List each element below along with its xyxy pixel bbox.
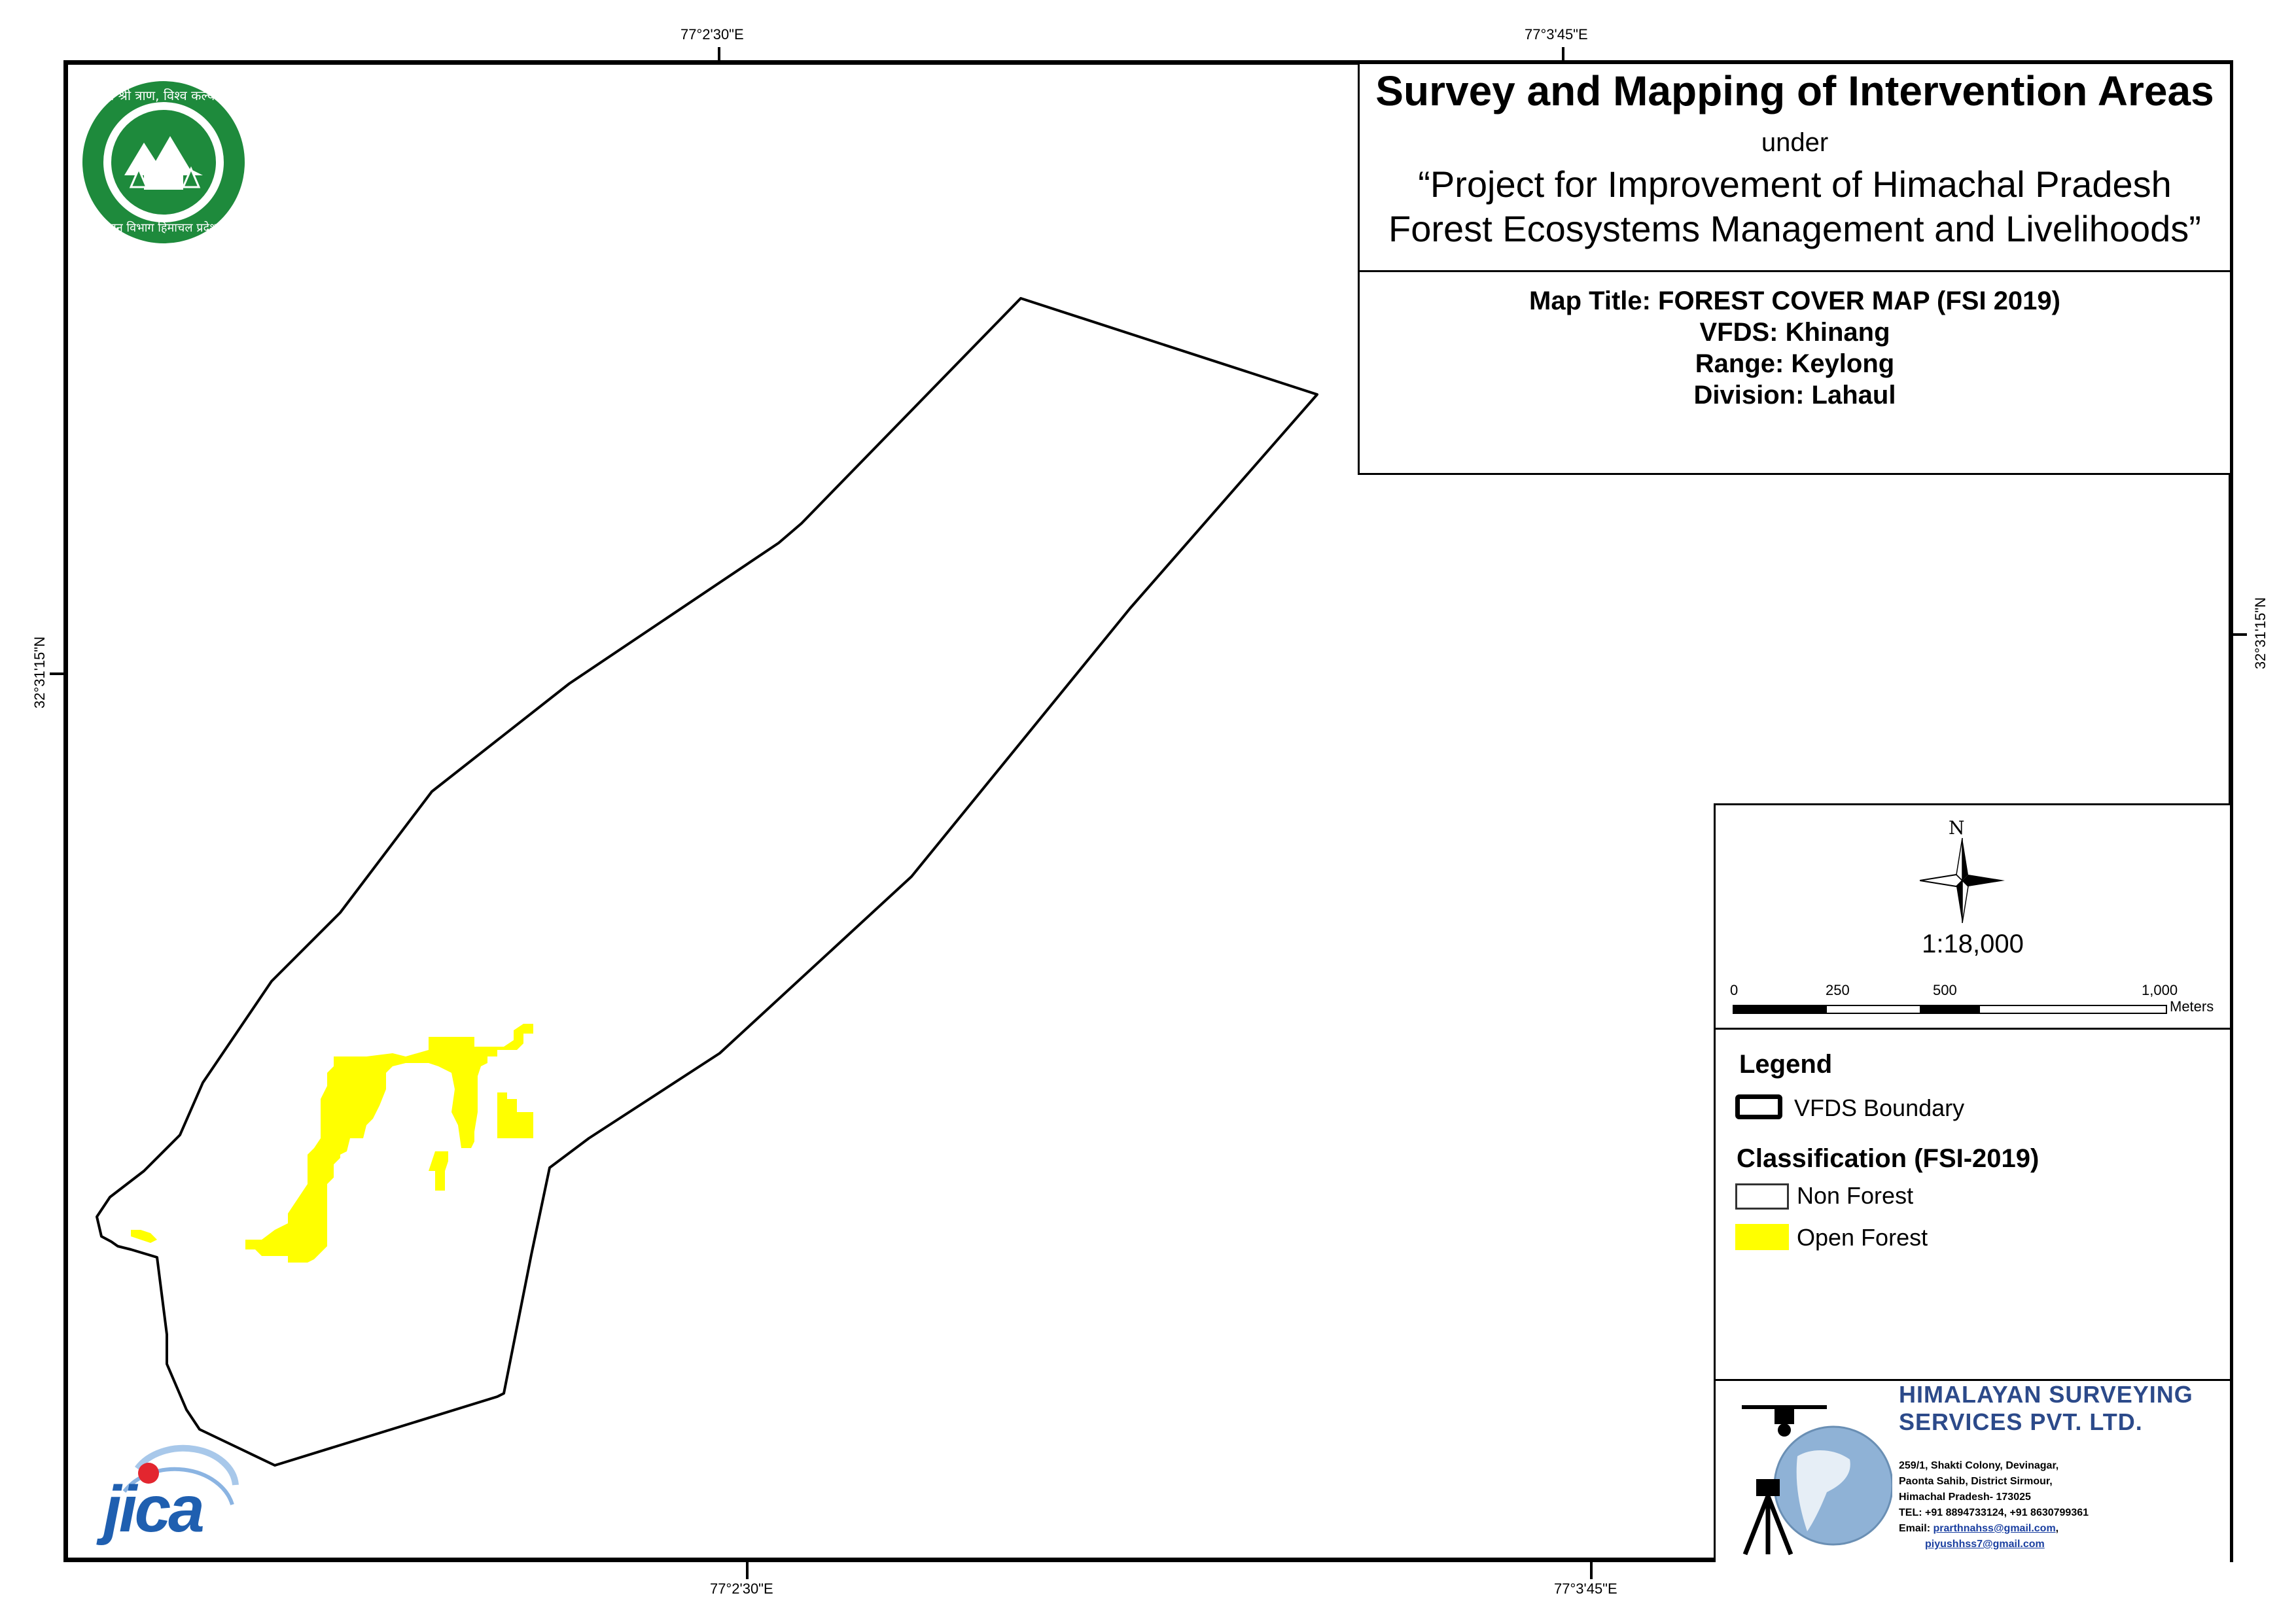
title-under: under xyxy=(1761,128,1829,157)
company-address-line-3: Himachal Pradesh- 173025 xyxy=(1899,1492,2031,1503)
scale-tick-500: 500 xyxy=(1933,982,1957,998)
company-address-line-2: Paonta Sahib, District Sirmour, xyxy=(1899,1476,2053,1487)
north-arrow-label: N xyxy=(1949,817,1965,839)
hp-logo-bottom-text: वन विभाग हिमाचल प्रदेश xyxy=(109,221,218,235)
non-forest-label: Non Forest xyxy=(1797,1182,1914,1209)
scale-ratio: 1:18,000 xyxy=(1922,930,2024,958)
vfds-boundary-label: VFDS Boundary xyxy=(1794,1094,1965,1121)
email-link-2[interactable]: piyushhss7@gmail.com xyxy=(1925,1539,2045,1550)
grid-tick-bottom-1 xyxy=(746,1562,749,1579)
jica-logo-text: JICA xyxy=(103,1473,205,1546)
grid-tick-left xyxy=(50,672,67,675)
title-main: Survey and Mapping of Intervention Areas xyxy=(1375,67,2214,114)
company-name-line-2: SERVICES PVT. LTD. xyxy=(1899,1408,2143,1435)
grid-tick-top-1 xyxy=(718,47,720,64)
legend-divider-1 xyxy=(1716,1028,2230,1030)
surveying-company-logo xyxy=(1742,1405,1892,1556)
grid-tick-bottom-2 xyxy=(1590,1562,1593,1579)
scale-tick-1000: 1,000 xyxy=(2142,982,2178,998)
email-prefix: Email: xyxy=(1899,1523,1934,1534)
non-forest-swatch xyxy=(1735,1183,1789,1210)
company-name-line-1: HIMALAYAN SURVEYING xyxy=(1899,1381,2193,1408)
open-forest-swatch xyxy=(1735,1224,1789,1250)
scale-unit: Meters xyxy=(2170,998,2214,1015)
scale-tick-250: 250 xyxy=(1826,982,1850,998)
title-panel: Survey and Mapping of Intervention Areas… xyxy=(1358,64,2230,272)
map-frame xyxy=(63,60,2233,1562)
grid-tick-top-2 xyxy=(1562,47,1564,64)
division-name: Division: Lahaul xyxy=(1693,381,1896,410)
grid-label-top-2: 77°3'45"E xyxy=(1525,26,1588,43)
company-email-line-2: piyushhss7@gmail.com xyxy=(1899,1537,2089,1552)
grid-tick-right xyxy=(2230,633,2247,636)
hp-logo-top-text: वन श्री त्राण, विश्व कल्याण xyxy=(99,88,228,103)
vfds-name: VFDS: Khinang xyxy=(1699,318,1890,347)
range-name: Range: Keylong xyxy=(1695,349,1895,378)
open-forest-label: Open Forest xyxy=(1797,1224,1928,1251)
hp-forest-department-logo: वन श्री त्राण, विश्व कल्याण वन विभाग हिम… xyxy=(79,77,249,247)
grid-label-bottom-1: 77°2'30"E xyxy=(710,1580,773,1597)
compass-rose-icon xyxy=(1920,838,2005,923)
vfds-boundary xyxy=(96,297,1318,1467)
jica-logo: JICA xyxy=(98,1433,242,1550)
company-name: HIMALAYAN SURVEYING SERVICES PVT. LTD. xyxy=(1899,1381,2193,1436)
scale-tick-0: 0 xyxy=(1730,982,1739,998)
company-address: 259/1, Shakti Colony, Devinagar, Paonta … xyxy=(1899,1458,2089,1552)
grid-label-top-1: 77°2'30"E xyxy=(680,26,744,43)
email-link-1[interactable]: prarthnahss@gmail.com xyxy=(1933,1523,2056,1534)
email-separator: , xyxy=(2055,1523,2059,1534)
company-address-line-1: 259/1, Shakti Colony, Devinagar, xyxy=(1899,1460,2059,1471)
scale-bar xyxy=(1733,1005,2167,1014)
project-title-line-2: Forest Ecosystems Management and Livelih… xyxy=(1388,208,2201,249)
legend-panel: N 1:18,000 0 250 500 1,000 Meters Legend… xyxy=(1714,803,2230,1562)
map-title: Map Title: FOREST COVER MAP (FSI 2019) xyxy=(1529,287,2060,315)
company-telephone: TEL: +91 8894733124, +91 8630799361 xyxy=(1899,1507,2089,1518)
map-info-panel: Map Title: FOREST COVER MAP (FSI 2019) V… xyxy=(1358,272,2230,475)
legend-divider-2 xyxy=(1716,1379,2230,1381)
project-title-line-1: “Project for Improvement of Himachal Pra… xyxy=(1418,164,2172,205)
project-title: “Project for Improvement of Himachal Pra… xyxy=(1360,162,2230,251)
company-email-line: Email: prarthnahss@gmail.com, xyxy=(1899,1521,2089,1537)
legend-title: Legend xyxy=(1739,1050,1833,1079)
open-forest-area xyxy=(131,1024,533,1263)
grid-label-bottom-2: 77°3'45"E xyxy=(1554,1580,1617,1597)
classification-title: Classification (FSI-2019) xyxy=(1737,1144,2040,1173)
vfds-boundary-swatch xyxy=(1735,1094,1782,1119)
